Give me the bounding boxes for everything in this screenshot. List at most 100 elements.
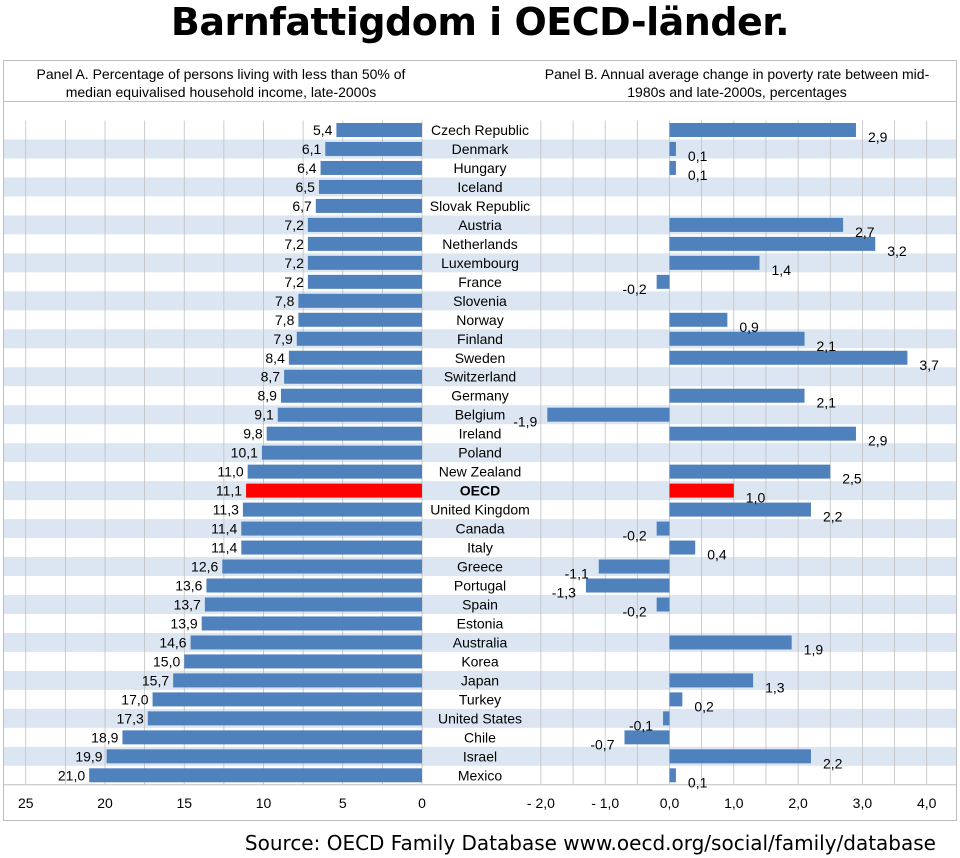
label-b-united-kingdom: 2,2 bbox=[823, 509, 843, 525]
country-italy: Italy bbox=[467, 540, 493, 556]
bar-a-estonia bbox=[201, 616, 422, 631]
country-japan: Japan bbox=[461, 672, 499, 688]
bar-a-portugal bbox=[206, 578, 422, 593]
bar-a-france bbox=[307, 274, 422, 289]
country-switzerland: Switzerland bbox=[444, 369, 516, 385]
bar-a-greece bbox=[222, 559, 422, 574]
country-sweden: Sweden bbox=[455, 350, 506, 366]
label-a-canada: 11,4 bbox=[211, 521, 237, 537]
page-title: Barnfattigdom i OECD-länder. bbox=[170, 0, 790, 44]
country-australia: Australia bbox=[453, 634, 508, 650]
row-stripe bbox=[4, 291, 956, 311]
country-chile: Chile bbox=[464, 729, 496, 745]
bar-a-israel bbox=[106, 749, 423, 764]
tick-a-4: 5 bbox=[339, 795, 347, 811]
bar-a-luxembourg bbox=[307, 255, 422, 270]
bar-a-canada bbox=[241, 521, 422, 536]
label-b-austria: 2,7 bbox=[855, 224, 875, 240]
label-a-japan: 15,7 bbox=[142, 672, 169, 688]
bar-a-australia bbox=[190, 635, 422, 650]
country-belgium: Belgium bbox=[455, 407, 506, 423]
country-austria: Austria bbox=[458, 217, 502, 233]
panel-b-bars bbox=[547, 122, 908, 783]
row-stripe bbox=[4, 139, 956, 159]
country-czech-republic: Czech Republic bbox=[431, 122, 529, 138]
bar-b-chile bbox=[624, 730, 670, 745]
label-a-mexico: 21,0 bbox=[58, 767, 85, 783]
label-a-ireland: 9,8 bbox=[243, 426, 263, 442]
country-mexico: Mexico bbox=[458, 767, 503, 783]
bar-a-hungary bbox=[320, 160, 422, 175]
country-greece: Greece bbox=[457, 559, 503, 575]
label-b-united-states: -0,1 bbox=[629, 717, 653, 733]
bar-b-greece bbox=[598, 559, 670, 574]
source-caption: Source: OECD Family Database www.oecd.or… bbox=[244, 831, 936, 855]
bar-a-czech-republic bbox=[336, 122, 422, 137]
tick-b-0: - 2,0 bbox=[527, 795, 555, 811]
bar-a-iceland bbox=[318, 179, 422, 194]
panel-b-title-line-2: 1980s and late-2000s, percentages bbox=[627, 84, 847, 100]
country-luxembourg: Luxembourg bbox=[441, 255, 519, 271]
bar-a-poland bbox=[261, 445, 422, 460]
label-a-czech-republic: 5,4 bbox=[313, 122, 333, 138]
bar-b-canada bbox=[656, 521, 670, 536]
row-stripe bbox=[4, 443, 956, 463]
label-b-luxembourg: 1,4 bbox=[772, 262, 792, 278]
label-a-poland: 10,1 bbox=[231, 445, 258, 461]
bar-b-netherlands bbox=[669, 236, 876, 251]
country-turkey: Turkey bbox=[459, 691, 501, 707]
country-poland: Poland bbox=[458, 445, 502, 461]
panel-b-tick-labels: - 2,0 - 1,0 0,0 1,0 2,0 3,0 4,0 bbox=[527, 795, 937, 811]
label-b-new-zealand: 2,5 bbox=[842, 471, 862, 487]
tick-b-6: 4,0 bbox=[917, 795, 937, 811]
country-portugal: Portugal bbox=[454, 578, 506, 594]
label-b-turkey: 0,2 bbox=[694, 698, 714, 714]
country-hungary: Hungary bbox=[454, 160, 507, 176]
row-stripe bbox=[4, 177, 956, 197]
label-a-slovenia: 7,8 bbox=[275, 293, 295, 309]
country-canada: Canada bbox=[455, 521, 504, 537]
bar-b-france bbox=[656, 274, 670, 289]
panel-a-title-line-2: median equivalised household income, lat… bbox=[66, 84, 377, 100]
country-united-kingdom: United Kingdom bbox=[430, 502, 530, 518]
label-b-germany: 2,1 bbox=[817, 395, 837, 411]
label-a-turkey: 17,0 bbox=[121, 691, 148, 707]
label-a-united-states: 17,3 bbox=[117, 710, 144, 726]
label-a-norway: 7,8 bbox=[275, 312, 295, 328]
panel-b-title-line-1: Panel B. Annual average change in povert… bbox=[545, 66, 930, 82]
label-b-greece: -1,1 bbox=[565, 566, 589, 582]
bar-a-norway bbox=[298, 312, 422, 327]
bar-b-hungary bbox=[669, 160, 676, 175]
panel-a-tick-labels: 25 20 15 10 5 0 bbox=[18, 795, 426, 811]
country-spain: Spain bbox=[462, 596, 498, 612]
country-ireland: Ireland bbox=[459, 426, 502, 442]
label-b-spain: -0,2 bbox=[623, 603, 647, 619]
label-b-oecd: 1,0 bbox=[746, 490, 766, 506]
label-a-iceland: 6,5 bbox=[296, 179, 316, 195]
tick-a-3: 10 bbox=[256, 795, 272, 811]
label-b-sweden: 3,7 bbox=[919, 357, 939, 373]
bar-b-denmark bbox=[669, 141, 676, 156]
label-b-czech-republic: 2,9 bbox=[868, 129, 888, 145]
label-a-israel: 19,9 bbox=[75, 748, 102, 764]
chart-frame bbox=[3, 60, 957, 821]
bar-a-oecd bbox=[246, 483, 422, 498]
bar-a-slovak-republic bbox=[315, 198, 422, 213]
country-iceland: Iceland bbox=[457, 179, 502, 195]
bar-b-germany bbox=[669, 388, 805, 403]
label-b-france: -0,2 bbox=[623, 281, 647, 297]
label-a-australia: 14,6 bbox=[159, 634, 186, 650]
country-united-states: United States bbox=[438, 710, 522, 726]
country-new-zealand: New Zealand bbox=[439, 464, 522, 480]
panel-a-title-line-1: Panel A. Percentage of persons living wi… bbox=[37, 66, 406, 82]
outer-border bbox=[3, 60, 957, 821]
tick-a-1: 20 bbox=[97, 795, 113, 811]
bar-a-netherlands bbox=[307, 236, 422, 251]
country-france: France bbox=[458, 274, 502, 290]
label-b-australia: 1,9 bbox=[804, 641, 824, 657]
tick-b-3: 1,0 bbox=[724, 795, 744, 811]
bar-a-austria bbox=[307, 217, 422, 232]
bar-a-finland bbox=[296, 331, 422, 346]
label-a-sweden: 8,4 bbox=[265, 350, 285, 366]
